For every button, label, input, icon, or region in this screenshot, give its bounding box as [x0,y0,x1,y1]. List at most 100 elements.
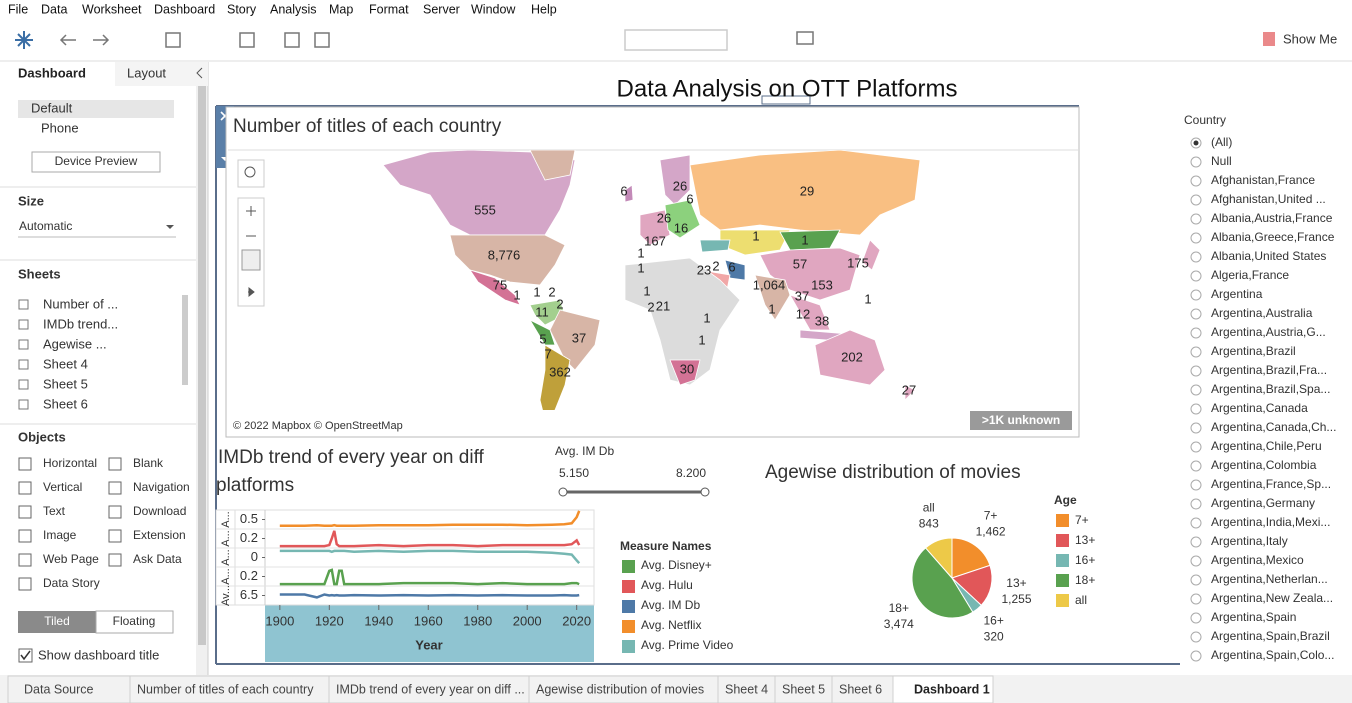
sheet-item[interactable]: Sheet 5 [43,376,88,391]
menu-item[interactable]: File [8,2,28,16]
unknown-badge[interactable] [970,411,1072,430]
radio[interactable] [1190,327,1202,339]
africa[interactable] [624,257,741,386]
filter-option[interactable]: Argentina,Chile,Peru [1211,439,1322,453]
filter-option[interactable]: Argentina,Mexico [1211,553,1304,567]
object-item[interactable]: Data Story [43,576,100,590]
menu-item[interactable]: Story [227,2,257,16]
filter-option[interactable]: Argentina,Canada,Ch... [1211,420,1336,434]
france[interactable] [639,209,671,246]
tab-label[interactable]: Dashboard 1 [914,682,990,696]
menu-item[interactable]: Map [329,2,353,16]
menu-item[interactable]: Data [41,2,67,16]
legend-swatch[interactable] [1056,514,1069,527]
tab-label[interactable]: Sheet 6 [839,682,882,696]
south-africa[interactable] [669,359,701,386]
object-item[interactable]: Web Page [43,552,99,566]
object-item[interactable]: Horizontal [43,456,97,470]
object-item[interactable]: Blank [133,456,164,470]
map-search[interactable] [237,159,265,188]
slider-max-handle[interactable] [700,487,710,497]
radio[interactable] [1190,365,1202,377]
radio[interactable] [1190,441,1202,453]
pin-button[interactable] [241,249,261,271]
sheet-item[interactable]: IMDb trend... [43,316,118,331]
move-handle[interactable] [761,95,811,105]
mexico[interactable] [469,269,521,306]
menu-item[interactable]: Analysis [270,2,317,16]
argentina[interactable] [539,344,571,420]
filter-option[interactable]: Argentina,Spain,Brazil [1211,629,1330,643]
canada[interactable] [382,150,576,236]
object-item[interactable]: Navigation [133,480,190,494]
radio[interactable] [1190,555,1202,567]
object-item[interactable]: Image [43,528,77,542]
object-item[interactable]: Ask Data [133,552,182,566]
tab-label[interactable]: IMDb trend of every year on diff ... [336,682,525,696]
menu-item[interactable]: Server [423,2,460,16]
greenland[interactable] [529,150,576,181]
radio[interactable] [1190,194,1202,206]
radio[interactable] [1190,175,1202,187]
legend-label[interactable]: 13+ [1075,533,1095,547]
filter-option[interactable]: Afghanistan,United ... [1211,192,1326,206]
radio[interactable] [1190,422,1202,434]
turkey[interactable] [699,239,731,253]
unknown-text[interactable]: >1K unknown [982,413,1060,427]
tiled-button[interactable] [18,611,96,633]
tiled-label[interactable]: Tiled [44,614,70,628]
radio[interactable] [1190,612,1202,624]
legend-label[interactable]: Avg. Netflix [641,618,701,632]
central-europe[interactable] [664,199,701,239]
collapse-arrow[interactable] [196,67,203,79]
filter-option[interactable]: Argentina,Spain,Colo... [1211,648,1334,662]
filter-option[interactable]: Argentina,Brazil,Spa... [1211,382,1330,396]
layout-tab-bg[interactable] [115,62,208,86]
usa[interactable] [449,234,566,286]
legend-swatch[interactable] [1056,554,1069,567]
sheet-item[interactable]: Sheet 4 [43,356,88,371]
legend-swatch[interactable] [1056,594,1069,607]
zoom-icons[interactable] [246,206,256,298]
device-option[interactable]: Default [31,100,73,115]
tab[interactable] [892,675,994,703]
radio[interactable] [1190,251,1202,263]
filter-option[interactable]: Argentina,Brazil,Fra... [1211,363,1327,377]
show-me-button[interactable]: Show Me [1283,31,1337,46]
sheet-item[interactable]: Sheet 6 [43,396,88,411]
filter-option[interactable]: Argentina,New Zeala... [1211,591,1333,605]
filter-option[interactable]: Argentina,Netherlan... [1211,572,1328,586]
mongolia[interactable] [779,229,841,251]
filter-option[interactable]: (All) [1211,135,1232,149]
object-item[interactable]: Vertical [43,480,82,494]
radio[interactable] [1190,631,1202,643]
size-value[interactable]: Automatic [19,219,72,233]
filter-option[interactable]: Albania,United States [1211,249,1326,263]
new-zealand[interactable] [904,384,916,401]
radio[interactable] [1190,346,1202,358]
filter-option[interactable]: Argentina,Colombia [1211,458,1317,472]
radio[interactable] [1190,213,1202,225]
legend-swatch[interactable] [1056,574,1069,587]
filter-option[interactable]: Argentina,Italy [1211,534,1288,548]
filter-option[interactable]: Argentina,Canada [1211,401,1308,415]
fit-dropdown[interactable] [624,29,728,51]
object-item[interactable]: Extension [133,528,186,542]
menu-item[interactable]: Format [369,2,409,16]
tab[interactable] [774,675,833,703]
tab-label[interactable]: Sheet 5 [782,682,825,696]
tab-label[interactable]: Agewise distribution of movies [536,682,704,696]
australia[interactable] [814,329,886,386]
legend-swatch[interactable] [622,600,635,613]
slider-min-handle[interactable] [558,487,568,497]
uk[interactable] [624,184,634,203]
se-asia[interactable] [789,294,831,331]
radio[interactable] [1190,517,1202,529]
filter-option[interactable]: Argentina [1211,287,1263,301]
filter-option[interactable]: Argentina,France,Sp... [1211,477,1331,491]
device-preview-button[interactable] [31,151,161,173]
filter-option[interactable]: Argentina,Germany [1211,496,1315,510]
floating-label[interactable]: Floating [113,614,156,628]
radio[interactable] [1190,289,1202,301]
radio[interactable] [1190,156,1202,168]
